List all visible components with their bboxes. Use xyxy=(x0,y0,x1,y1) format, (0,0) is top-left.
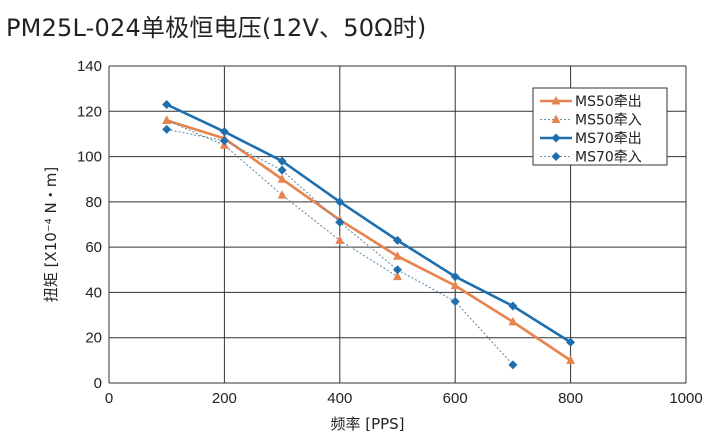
x-tick-label: 400 xyxy=(327,390,352,407)
legend: MS50牵出 MS50牵入 MS70牵出 MS70牵入 xyxy=(532,87,668,166)
data-point xyxy=(508,301,518,311)
series-line xyxy=(166,119,398,278)
y-tick-label: 100 xyxy=(77,149,102,166)
x-tick-label: 800 xyxy=(558,390,583,407)
legend-marker xyxy=(551,152,561,161)
y-tick-label: 80 xyxy=(85,194,102,211)
legend-label: MS70牵出 xyxy=(575,131,642,147)
series-3 xyxy=(162,99,576,347)
data-point xyxy=(277,156,287,166)
series-line xyxy=(166,103,572,344)
series-2 xyxy=(162,115,402,281)
data-point xyxy=(277,190,287,199)
legend-marker xyxy=(551,133,561,143)
legend-marker xyxy=(551,114,561,123)
chart-title: PM25L-024单极恒电压(12V、50Ω时) xyxy=(6,14,427,42)
data-point xyxy=(450,296,460,306)
data-point xyxy=(277,165,287,175)
y-tick-label: 40 xyxy=(85,284,102,301)
data-point xyxy=(508,316,518,326)
data-point xyxy=(566,337,576,347)
legend-marker xyxy=(551,96,561,105)
y-tick-label: 0 xyxy=(94,375,102,392)
data-point xyxy=(335,217,345,227)
x-tick-label: 1000 xyxy=(669,390,702,407)
data-point xyxy=(566,355,576,364)
legend-label: MS70牵入 xyxy=(575,150,642,166)
data-point xyxy=(335,197,345,207)
data-point xyxy=(393,265,402,275)
x-tick-label: 0 xyxy=(105,390,113,407)
y-axis-label: 扭矩 [X10⁻⁴ N・m] xyxy=(42,167,60,302)
data-point xyxy=(219,136,229,146)
data-point xyxy=(162,115,172,124)
data-point xyxy=(450,272,460,282)
data-point xyxy=(393,251,402,260)
data-point xyxy=(277,174,287,183)
x-axis-label: 频率 [PPS] xyxy=(330,415,404,433)
y-tick-label: 60 xyxy=(85,239,102,256)
data-point xyxy=(450,280,460,290)
data-point xyxy=(335,235,345,244)
data-point xyxy=(162,99,172,109)
data-point xyxy=(393,271,402,281)
data-point xyxy=(219,127,229,137)
data-point xyxy=(393,235,402,245)
x-tick-label: 600 xyxy=(443,390,468,407)
x-tick-label: 200 xyxy=(212,390,237,407)
data-point xyxy=(162,124,172,134)
y-tick-label: 120 xyxy=(77,103,102,120)
series-4 xyxy=(162,124,518,370)
legend-label: MS50牵出 xyxy=(575,94,642,110)
data-point xyxy=(508,360,518,370)
legend-label: MS50牵入 xyxy=(575,113,642,129)
y-tick-label: 20 xyxy=(85,330,102,347)
y-tick-label: 140 xyxy=(77,58,102,75)
